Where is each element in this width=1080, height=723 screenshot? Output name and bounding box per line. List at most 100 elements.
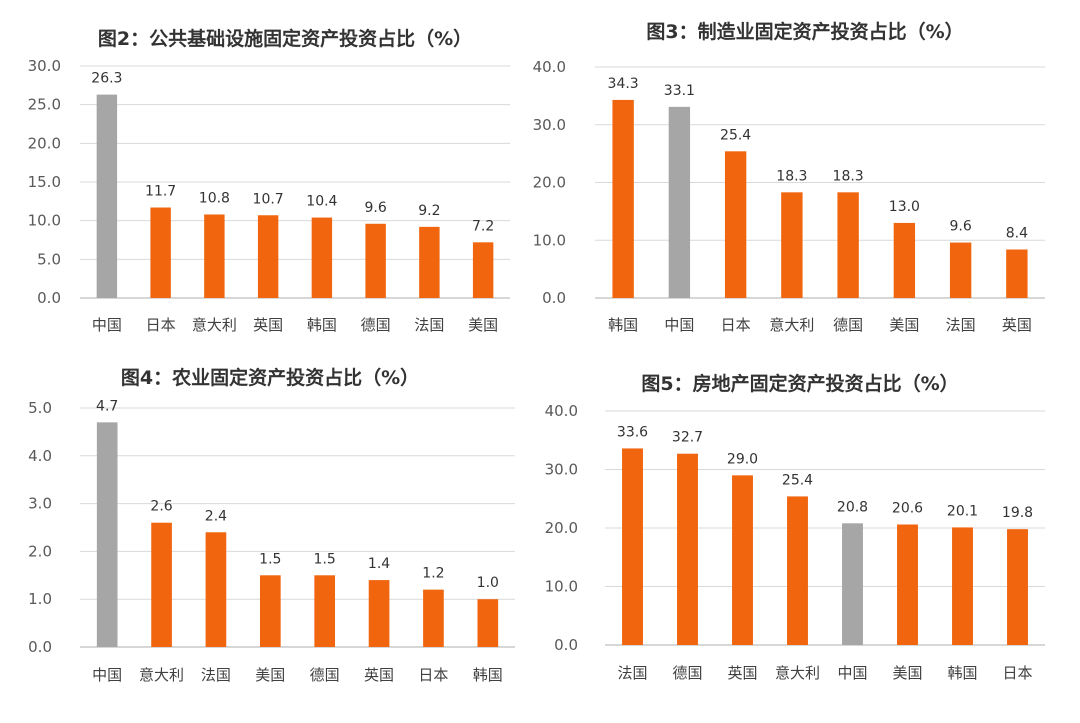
data-label: 19.8 (1002, 505, 1033, 521)
bar (419, 226, 440, 298)
x-tick-label: 英国 (727, 664, 757, 682)
y-tick-label: 3.0 (28, 495, 52, 513)
data-label: 20.6 (892, 500, 923, 516)
bar (949, 242, 972, 298)
data-label: 10.8 (199, 190, 230, 206)
data-label: 1.0 (477, 575, 499, 591)
data-label: 11.7 (145, 184, 176, 200)
x-tick-label: 意大利 (769, 316, 814, 334)
bar (96, 94, 118, 298)
chart-title: 图2：公共基础设施固定资产投资占比（%） (98, 27, 472, 50)
bar (622, 448, 643, 645)
chart-title: 图4：农业固定资产投资占比（%） (121, 366, 419, 389)
y-tick-label: 0.0 (37, 289, 61, 307)
chart-panel-3: 图4：农业固定资产投资占比（%） 0.0 1.0 2.0 3.0 4.0 5.0 4.7 中国 2… (28, 366, 515, 684)
y-tick-label: 0.0 (542, 289, 566, 307)
bar (1007, 529, 1028, 645)
x-tick-label: 美国 (892, 664, 922, 682)
data-label: 20.8 (837, 499, 868, 515)
data-label: 10.7 (253, 191, 284, 207)
chart-title: 图3：制造业固定资产投资占比（%） (646, 20, 963, 43)
bar (314, 575, 336, 647)
y-tick-label: 20.0 (533, 174, 566, 192)
chart-title: 图5：房地产固定资产投资占比（%） (641, 372, 958, 395)
y-tick-label: 2.0 (28, 542, 52, 560)
bar (893, 222, 916, 298)
data-label: 29.0 (727, 451, 758, 467)
y-tick-label: 5.0 (37, 250, 61, 268)
x-tick-label: 德国 (310, 666, 340, 684)
bar (150, 207, 171, 298)
y-tick-label: 30.0 (28, 57, 61, 75)
x-tick-label: 中国 (837, 664, 867, 682)
x-tick-label: 法国 (414, 316, 444, 334)
bar (724, 151, 747, 298)
data-label: 2.4 (205, 508, 227, 524)
chart-panel-4: 图5：房地产固定资产投资占比（%） 0.0 10.0 20.0 30.0 40.0 33.6… (545, 372, 1045, 682)
y-tick-label: 15.0 (28, 173, 61, 191)
x-tick-label: 美国 (255, 666, 285, 684)
bar (897, 524, 918, 645)
x-tick-label: 日本 (721, 316, 751, 334)
data-label: 33.6 (617, 424, 648, 440)
bar (1006, 249, 1028, 298)
y-tick-label: 0.0 (554, 636, 578, 654)
data-label: 2.6 (150, 499, 172, 515)
data-label: 13.0 (889, 199, 920, 215)
y-tick-label: 5.0 (28, 399, 52, 417)
x-tick-label: 意大利 (139, 666, 184, 684)
x-tick-label: 英国 (1002, 316, 1032, 334)
y-tick-label: 40.0 (533, 58, 566, 76)
bar (204, 214, 225, 298)
x-tick-label: 日本 (146, 316, 176, 334)
x-tick-label: 日本 (418, 666, 448, 684)
x-tick-label: 美国 (468, 316, 498, 334)
data-label: 1.5 (259, 551, 281, 567)
x-tick-label: 法国 (201, 666, 231, 684)
x-tick-label: 中国 (92, 666, 122, 684)
bar (472, 242, 494, 298)
x-tick-label: 英国 (364, 666, 394, 684)
data-label: 8.4 (1006, 225, 1028, 241)
y-tick-label: 20.0 (545, 519, 578, 537)
y-tick-label: 4.0 (28, 447, 52, 465)
data-label: 33.1 (664, 83, 695, 99)
bar (842, 523, 863, 645)
bar (787, 496, 808, 645)
bar (781, 192, 803, 298)
x-tick-label: 韩国 (473, 666, 503, 684)
x-tick-label: 德国 (672, 664, 702, 682)
data-label: 9.6 (364, 200, 386, 216)
data-label: 25.4 (720, 127, 751, 143)
data-label: 1.2 (422, 566, 444, 582)
y-tick-label: 20.0 (28, 134, 61, 152)
y-tick-label: 10.0 (533, 231, 566, 249)
bar (423, 589, 444, 647)
x-tick-label: 法国 (946, 316, 976, 334)
y-tick-label: 30.0 (545, 461, 578, 479)
x-tick-label: 日本 (1002, 664, 1032, 682)
bar (368, 580, 390, 647)
bar (837, 192, 859, 298)
x-tick-label: 韩国 (947, 664, 977, 682)
chart-panel-1: 图2：公共基础设施固定资产投资占比（%） 0.0 5.0 10.0 15.0 20.0 25… (28, 27, 510, 334)
x-tick-label: 韩国 (608, 316, 638, 334)
bar (311, 217, 333, 298)
y-tick-label: 1.0 (28, 590, 52, 608)
bar (259, 575, 281, 647)
y-tick-label: 30.0 (533, 116, 566, 134)
data-label: 4.7 (96, 398, 118, 414)
x-tick-label: 意大利 (775, 664, 820, 682)
bar (257, 215, 279, 298)
data-label: 10.4 (306, 194, 337, 210)
x-tick-label: 韩国 (307, 316, 337, 334)
data-label: 1.4 (368, 556, 390, 572)
data-label: 25.4 (782, 472, 813, 488)
bar (365, 223, 386, 298)
data-label: 1.5 (314, 551, 336, 567)
bar (612, 99, 634, 298)
y-tick-label: 40.0 (545, 402, 578, 420)
bar (677, 453, 698, 645)
data-label: 34.3 (608, 76, 639, 92)
